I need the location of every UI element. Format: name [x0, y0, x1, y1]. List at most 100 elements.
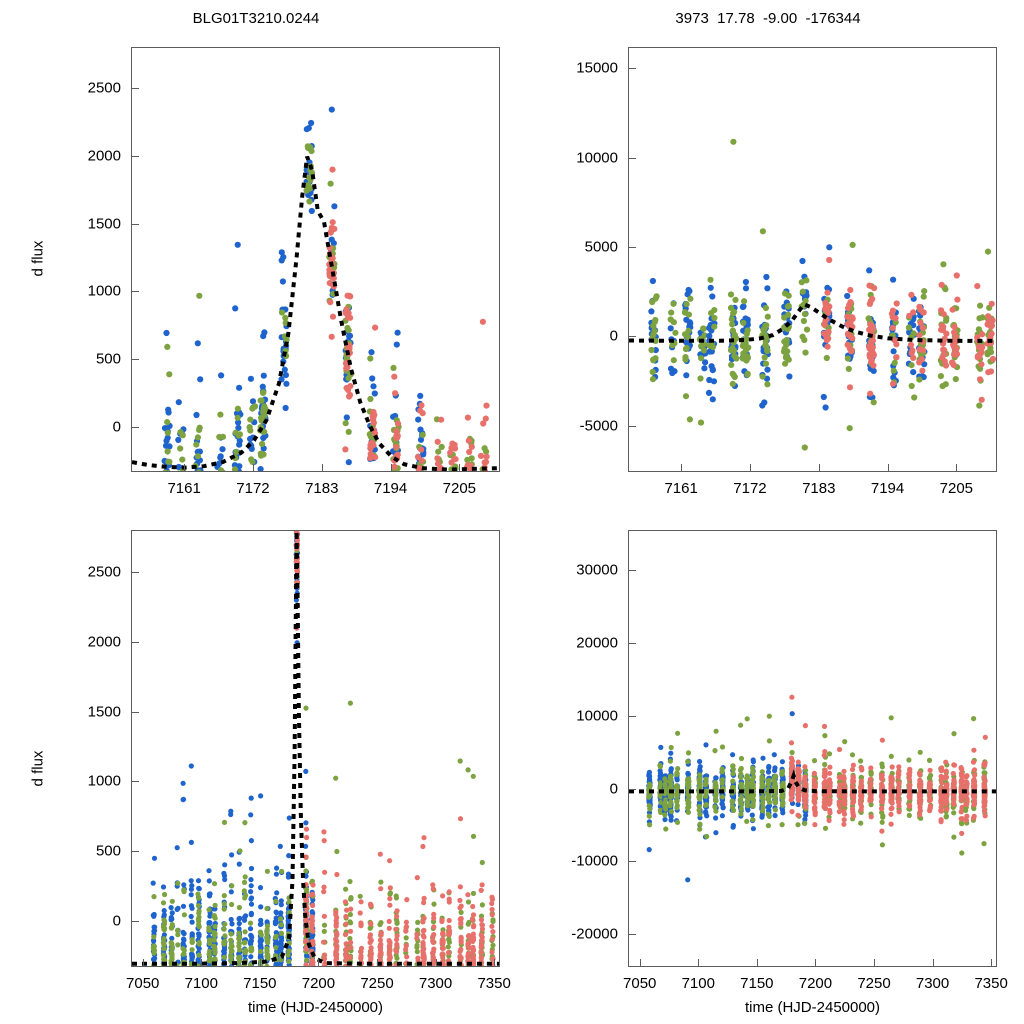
- x-tick-mark: [459, 464, 461, 471]
- panel-top-right-plot-area[interactable]: [628, 47, 997, 472]
- data-point: [799, 333, 806, 340]
- data-point: [889, 796, 895, 802]
- data-point: [937, 373, 944, 380]
- data-point: [321, 928, 327, 934]
- data-point: [371, 390, 378, 397]
- data-point: [347, 928, 354, 934]
- data-point: [285, 871, 292, 877]
- data-point: [328, 224, 335, 231]
- data-point: [212, 931, 218, 937]
- data-point: [888, 821, 894, 827]
- data-point: [974, 283, 981, 290]
- data-point: [750, 826, 756, 832]
- data-point: [162, 925, 168, 931]
- data-point: [403, 928, 409, 934]
- data-point: [920, 293, 927, 300]
- x-tick-mark: [818, 464, 820, 471]
- data-point: [403, 935, 409, 941]
- data-point: [333, 943, 339, 949]
- data-point: [228, 889, 234, 895]
- data-point: [940, 261, 947, 268]
- data-point: [732, 296, 739, 303]
- data-point: [334, 938, 340, 944]
- data-point: [846, 425, 853, 432]
- data-point: [847, 319, 854, 327]
- data-point: [430, 949, 436, 955]
- data-point: [248, 962, 254, 966]
- data-point: [719, 766, 725, 772]
- data-point: [343, 921, 349, 927]
- data-point: [795, 796, 801, 803]
- data-point: [879, 809, 885, 816]
- data-point: [369, 440, 376, 447]
- data-point: [730, 310, 737, 317]
- y-tick-mark: [132, 155, 139, 157]
- data-point: [357, 910, 363, 916]
- data-point: [711, 323, 718, 330]
- data-point: [457, 816, 464, 822]
- data-point: [196, 941, 202, 947]
- data-point: [404, 965, 407, 966]
- data-point: [181, 966, 186, 967]
- data-point: [697, 826, 703, 832]
- panel-bottom-left-plot-area[interactable]: [131, 530, 500, 967]
- data-point: [334, 930, 340, 936]
- data-point: [445, 950, 452, 956]
- data-point: [710, 378, 718, 385]
- data-point: [703, 802, 709, 808]
- data-point: [303, 187, 310, 194]
- data-point: [177, 445, 184, 452]
- data-point: [346, 391, 354, 399]
- data-point: [760, 794, 766, 801]
- data-point: [841, 797, 847, 803]
- data-point: [976, 402, 983, 409]
- x-tick-label: 7100: [184, 975, 218, 992]
- data-point: [801, 444, 808, 451]
- data-point: [163, 329, 170, 337]
- data-point: [878, 781, 885, 787]
- panel-top-left-plot-area[interactable]: [131, 47, 500, 472]
- data-point: [674, 805, 680, 811]
- data-point: [303, 826, 310, 832]
- data-point: [206, 868, 212, 874]
- data-point: [377, 957, 383, 963]
- x-tick-label: 7200: [301, 975, 336, 992]
- data-point: [343, 886, 349, 892]
- data-point: [470, 955, 476, 961]
- data-point: [303, 963, 309, 966]
- data-point: [246, 424, 253, 431]
- data-point: [869, 344, 876, 351]
- data-point: [211, 943, 217, 949]
- data-point: [713, 798, 719, 804]
- data-point: [738, 722, 744, 728]
- data-point: [236, 384, 243, 391]
- data-point: [310, 882, 316, 888]
- panel-bottom-right-plot-area[interactable]: [628, 530, 997, 967]
- data-point: [393, 926, 399, 932]
- data-point: [657, 768, 663, 774]
- data-point: [465, 941, 471, 947]
- x-tick-label: 7300: [418, 975, 453, 992]
- data-point: [811, 805, 817, 811]
- data-point: [193, 411, 200, 419]
- data-point: [729, 380, 736, 387]
- data-point: [470, 912, 477, 918]
- data-point: [438, 416, 445, 423]
- data-point: [713, 728, 719, 734]
- panel-bottom-left-data-layer: [132, 531, 499, 967]
- data-point: [803, 804, 809, 810]
- data-point: [175, 905, 181, 911]
- data-point: [283, 336, 290, 343]
- data-point: [278, 898, 284, 904]
- x-tick-mark: [184, 464, 186, 471]
- y-tick-mark: [629, 247, 636, 248]
- y-tick-mark: [132, 223, 139, 225]
- data-point: [378, 950, 384, 956]
- data-point: [822, 773, 828, 779]
- data-point: [943, 330, 950, 337]
- data-point: [795, 759, 801, 765]
- data-point: [334, 848, 340, 855]
- data-point: [788, 755, 794, 761]
- data-point: [367, 454, 374, 462]
- data-point: [264, 930, 270, 936]
